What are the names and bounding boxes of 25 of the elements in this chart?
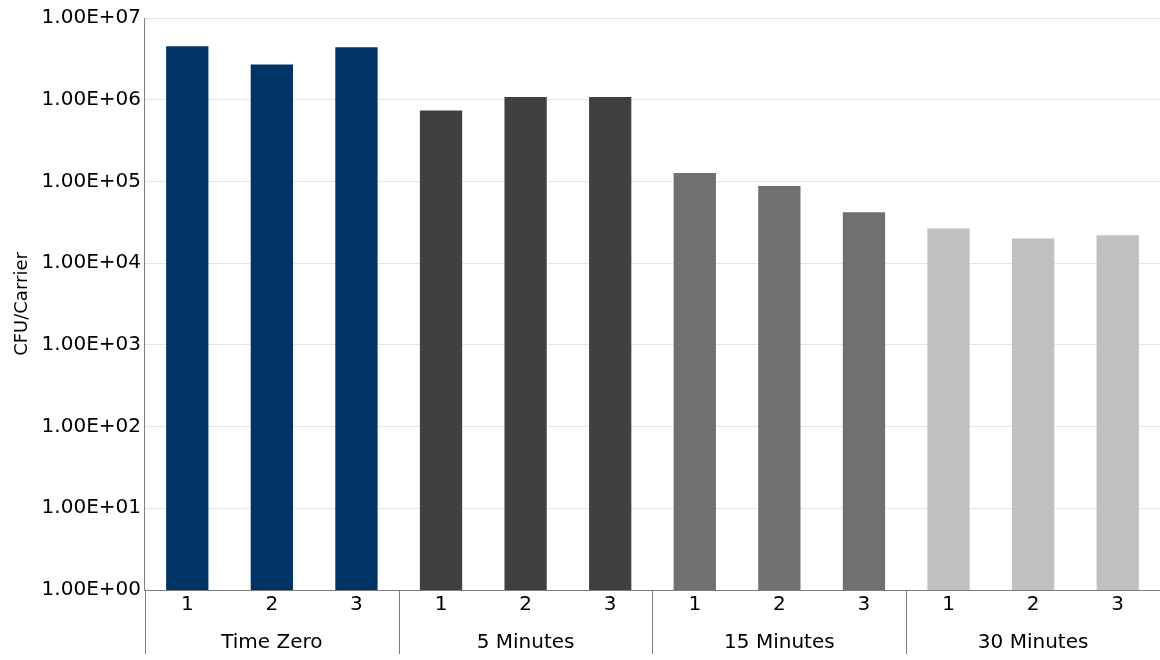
y-tick-label: 1.00E+03 <box>41 331 141 356</box>
y-tick-label: 1.00E+04 <box>41 249 141 274</box>
x-tick-label: 1 <box>942 591 955 616</box>
x-tick-label: 2 <box>1026 591 1040 616</box>
x-tick-label: 3 <box>350 591 363 616</box>
x-tick-label: 3 <box>1111 591 1125 616</box>
text: 5 Minutes <box>476 629 575 654</box>
x-tick-label: 2 <box>519 591 532 616</box>
y-tick-label: 1.00E+01 <box>41 494 141 519</box>
text: 15 Minutes <box>724 629 835 654</box>
text: Time Zero <box>220 629 323 654</box>
x-tick-label: 1 <box>434 591 448 616</box>
y-axis-title: CFU/Carrier <box>10 251 32 356</box>
y-tick-label: 1.00E+06 <box>41 85 141 110</box>
y-tick-label: 1.00E+07 <box>41 4 141 29</box>
x-tick-label: 1 <box>180 591 194 616</box>
x-tick-label: 2 <box>265 591 279 616</box>
x-tick-label: 1 <box>688 591 702 616</box>
y-tick-label: 1.00E+05 <box>41 167 141 192</box>
text: 30 Minutes <box>977 629 1089 654</box>
y-tick-label: 1.00E+02 <box>41 412 141 437</box>
x-tick-label: 3 <box>603 591 617 616</box>
x-tick-label: 3 <box>857 591 871 616</box>
x-tick-label: 2 <box>773 591 786 616</box>
y-tick-label: 1.00E+00 <box>41 576 141 601</box>
